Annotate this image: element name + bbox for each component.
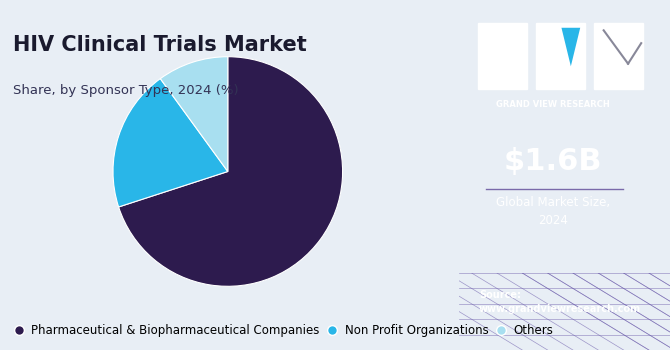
Text: $1.6B: $1.6B: [503, 147, 602, 176]
Text: Source:
www.grandviewresearch.com: Source: www.grandviewresearch.com: [479, 290, 641, 314]
Polygon shape: [561, 28, 580, 66]
Text: Global Market Size,
2024: Global Market Size, 2024: [496, 196, 610, 227]
Wedge shape: [119, 57, 342, 286]
Wedge shape: [160, 57, 228, 172]
Legend: Pharmaceutical & Biopharmaceutical Companies, Non Profit Organizations, Others: Pharmaceutical & Biopharmaceutical Compa…: [13, 321, 557, 341]
Wedge shape: [113, 79, 228, 207]
FancyBboxPatch shape: [478, 23, 527, 89]
FancyBboxPatch shape: [536, 23, 585, 89]
Text: HIV Clinical Trials Market: HIV Clinical Trials Market: [13, 35, 307, 55]
FancyBboxPatch shape: [594, 23, 643, 89]
Text: GRAND VIEW RESEARCH: GRAND VIEW RESEARCH: [496, 100, 610, 109]
Text: Share, by Sponsor Type, 2024 (%): Share, by Sponsor Type, 2024 (%): [13, 84, 239, 97]
